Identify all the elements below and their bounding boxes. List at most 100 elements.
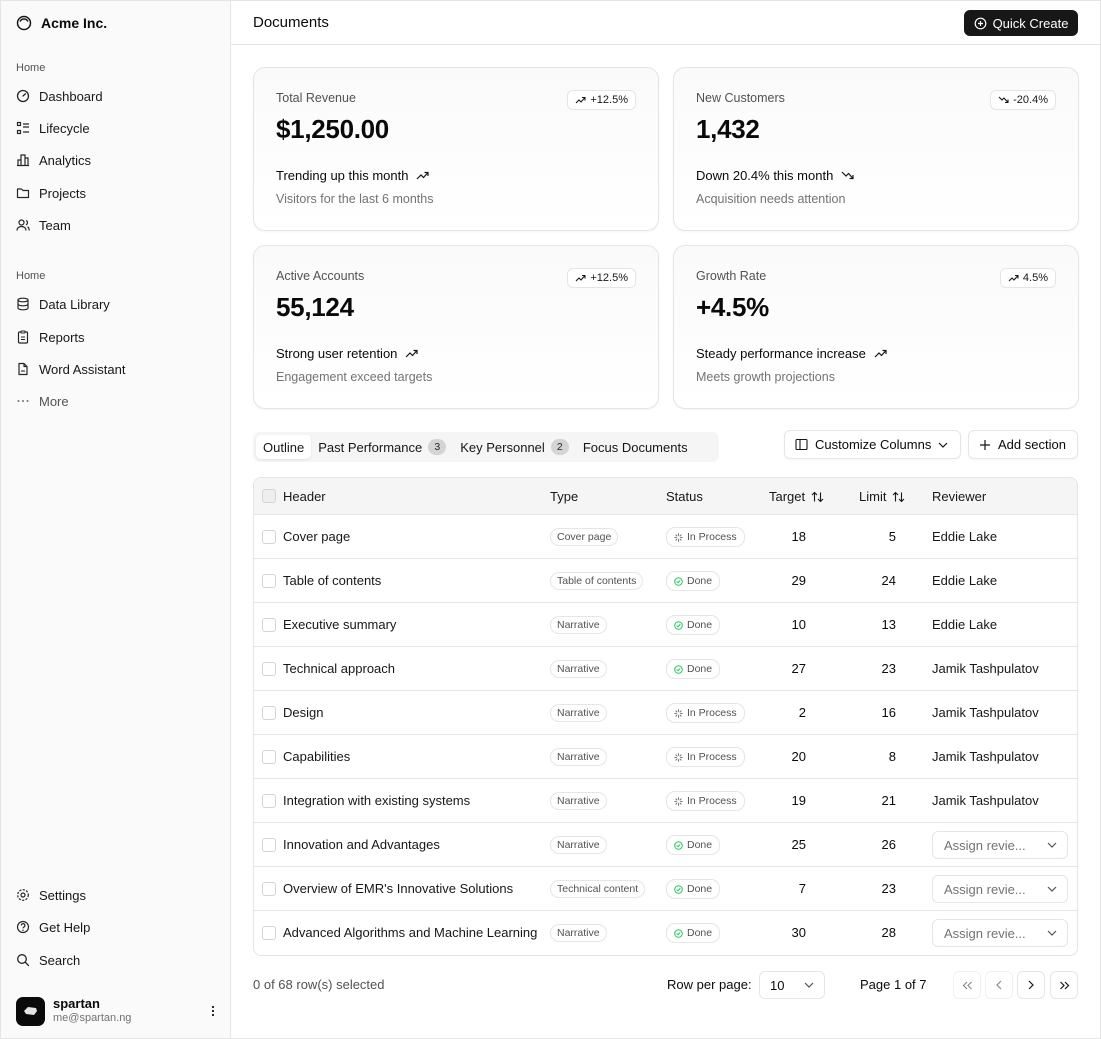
limit-value[interactable]: 24 — [881, 573, 896, 588]
sort-icon[interactable] — [811, 491, 824, 503]
table-row[interactable]: Cover page Cover page In Process 18 5 Eddie L… — [254, 515, 1077, 559]
tab-outline[interactable]: Outline — [256, 435, 312, 459]
target-value[interactable]: 25 — [791, 837, 806, 852]
column-target[interactable]: Target — [769, 489, 824, 504]
target-value[interactable]: 2 — [798, 705, 806, 720]
row-header[interactable]: Technical approach — [283, 661, 396, 676]
row-checkbox[interactable] — [262, 750, 276, 764]
sidebar-item-reports[interactable]: Reports — [8, 323, 224, 351]
limit-value[interactable]: 23 — [881, 881, 896, 896]
column-header[interactable]: Header — [283, 489, 326, 504]
row-header[interactable]: Capabilities — [283, 749, 351, 764]
row-checkbox[interactable] — [262, 574, 276, 588]
target-value[interactable]: 29 — [791, 573, 806, 588]
column-type[interactable]: Type — [550, 489, 579, 504]
target-value[interactable]: 30 — [791, 925, 806, 940]
target-value[interactable]: 27 — [791, 661, 806, 676]
target-value[interactable]: 7 — [798, 881, 806, 896]
limit-value[interactable]: 8 — [888, 749, 896, 764]
sidebar-item-analytics[interactable]: Analytics — [8, 146, 224, 174]
kebab-menu-icon[interactable] — [205, 1003, 221, 1019]
card-label: Active Accounts — [276, 269, 365, 283]
limit-value[interactable]: 13 — [881, 617, 896, 632]
tab-focus-documents[interactable]: Focus Documents — [576, 435, 695, 459]
sidebar-item-team[interactable]: Team — [8, 211, 224, 239]
table-row[interactable]: Capabilities Narrative In Process 20 8 Jamik … — [254, 735, 1077, 779]
next-page-button[interactable] — [1017, 971, 1045, 999]
user-profile[interactable]: spartan me@spartan.ng — [16, 995, 221, 1027]
row-checkbox[interactable] — [262, 882, 276, 896]
column-status[interactable]: Status — [666, 489, 703, 504]
check-circle-icon — [674, 884, 683, 894]
table-row[interactable]: Advanced Algorithms and Machine Learning… — [254, 911, 1077, 955]
sidebar-item-search[interactable]: Search — [8, 946, 224, 974]
row-checkbox[interactable] — [262, 838, 276, 852]
assign-reviewer-select[interactable]: Assign revie... — [932, 831, 1068, 859]
trending-down-icon — [841, 171, 854, 180]
card-footer-text: Trending up this month — [276, 168, 409, 183]
target-value[interactable]: 10 — [791, 617, 806, 632]
row-header[interactable]: Innovation and Advantages — [283, 837, 440, 852]
table-row[interactable]: Table of contents Table of contents Done 29… — [254, 559, 1077, 603]
column-reviewer[interactable]: Reviewer — [932, 489, 987, 504]
row-header[interactable]: Cover page — [283, 529, 351, 544]
customize-columns-button[interactable]: Customize Columns — [784, 430, 961, 459]
brand[interactable]: Acme Inc. — [16, 13, 107, 33]
limit-value[interactable]: 23 — [881, 661, 896, 676]
row-checkbox[interactable] — [262, 530, 276, 544]
sidebar-item-word-assistant[interactable]: Word Assistant — [8, 355, 224, 383]
sidebar-item-label: Lifecycle — [39, 120, 90, 136]
tab-past-performance[interactable]: Past Performance 3 — [311, 435, 453, 459]
table-row[interactable]: Design Narrative In Process 2 16 Jamik Tashpu… — [254, 691, 1077, 735]
card-footer: Steady performance increase — [696, 346, 887, 361]
sidebar-item-get-help[interactable]: Get Help — [8, 913, 224, 941]
target-value[interactable]: 18 — [791, 529, 806, 544]
column-limit[interactable]: Limit — [859, 489, 905, 504]
table-row[interactable]: Integration with existing systems Narrati… — [254, 779, 1077, 823]
table-row[interactable]: Innovation and Advantages Narrative Done 25… — [254, 823, 1077, 867]
limit-value[interactable]: 28 — [881, 925, 896, 940]
limit-value[interactable]: 21 — [881, 793, 896, 808]
row-header[interactable]: Advanced Algorithms and Machine Learning — [283, 925, 538, 940]
sidebar-item-lifecycle[interactable]: Lifecycle — [8, 114, 224, 142]
previous-page-button[interactable] — [985, 971, 1013, 999]
table-row[interactable]: Overview of EMR's Innovative Solutions Te… — [254, 867, 1077, 911]
row-checkbox[interactable] — [262, 618, 276, 632]
table-row[interactable]: Executive summary Narrative Done 10 13 Eddie … — [254, 603, 1077, 647]
target-value[interactable]: 19 — [791, 793, 806, 808]
row-header[interactable]: Integration with existing systems — [283, 793, 471, 808]
sidebar-item-dashboard[interactable]: Dashboard — [8, 82, 224, 110]
target-value[interactable]: 20 — [791, 749, 806, 764]
last-page-button[interactable] — [1050, 971, 1078, 999]
quick-create-button[interactable]: Quick Create — [964, 10, 1078, 36]
select-all-checkbox[interactable] — [262, 489, 276, 503]
card-footer-text: Steady performance increase — [696, 346, 866, 361]
row-header[interactable]: Overview of EMR's Innovative Solutions — [283, 881, 514, 896]
first-page-button[interactable] — [953, 971, 981, 999]
row-header[interactable]: Executive summary — [283, 617, 397, 632]
type-badge: Narrative — [550, 660, 607, 678]
sort-icon[interactable] — [892, 491, 905, 503]
card-label: Growth Rate — [696, 269, 767, 283]
row-checkbox[interactable] — [262, 794, 276, 808]
limit-value[interactable]: 16 — [881, 705, 896, 720]
sidebar-item-projects[interactable]: Projects — [8, 179, 224, 207]
sidebar-item-more[interactable]: More — [8, 387, 224, 415]
limit-value[interactable]: 5 — [888, 529, 896, 544]
rows-per-page-select[interactable]: 10 — [759, 971, 825, 999]
row-header[interactable]: Table of contents — [283, 573, 382, 588]
add-section-button[interactable]: Add section — [968, 430, 1078, 459]
row-header[interactable]: Design — [283, 705, 324, 720]
assign-reviewer-select[interactable]: Assign revie... — [932, 919, 1068, 947]
row-checkbox[interactable] — [262, 662, 276, 676]
sidebar-item-settings[interactable]: Settings — [8, 881, 224, 909]
sidebar-item-data-library[interactable]: Data Library — [8, 290, 224, 318]
limit-value[interactable]: 26 — [881, 837, 896, 852]
tab-key-personnel[interactable]: Key Personnel 2 — [453, 435, 576, 459]
assign-reviewer-select[interactable]: Assign revie... — [932, 875, 1068, 903]
trend-badge: +12.5% — [567, 90, 636, 110]
row-checkbox[interactable] — [262, 926, 276, 940]
table-row[interactable]: Technical approach Narrative Done 27 23 Jamik… — [254, 647, 1077, 691]
reviewer-name: Eddie Lake — [932, 617, 998, 632]
row-checkbox[interactable] — [262, 706, 276, 720]
